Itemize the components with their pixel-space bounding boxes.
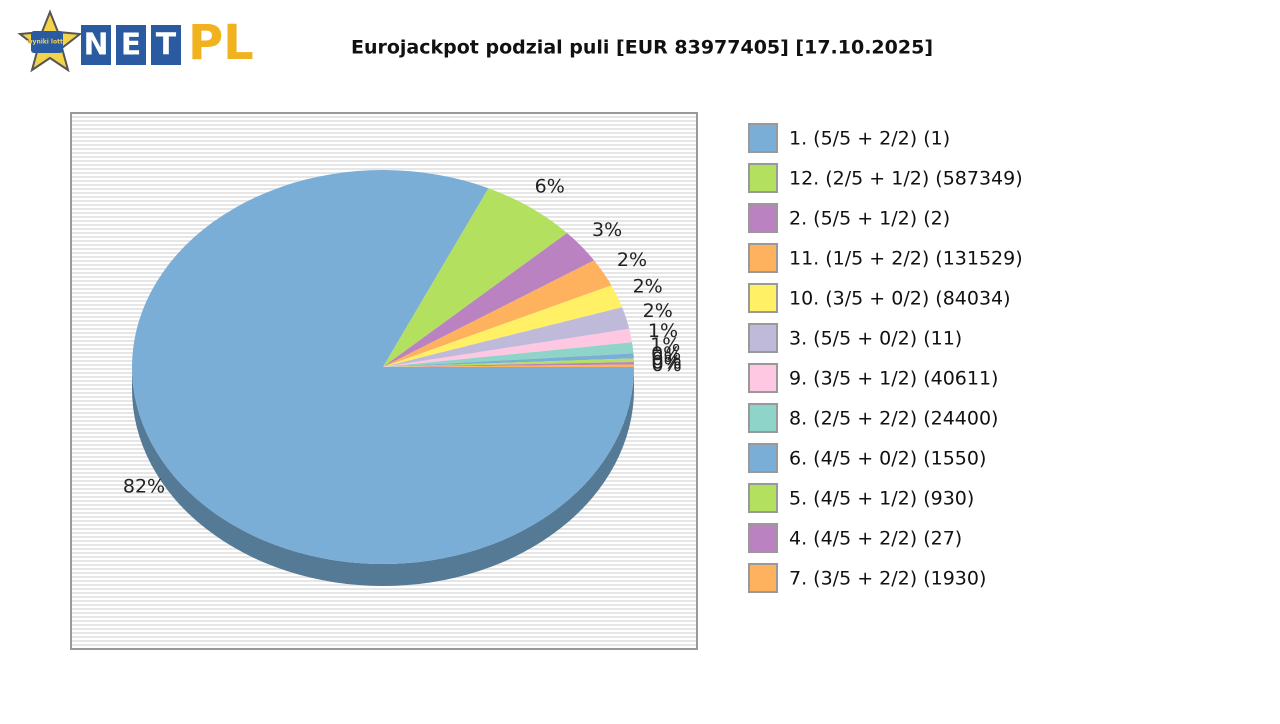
- legend-swatch: [748, 523, 778, 553]
- slice: [383, 233, 595, 367]
- data-label: 2%: [633, 276, 663, 298]
- legend-swatch: [748, 483, 778, 513]
- legend-swatch: [748, 163, 778, 193]
- logo-badge: [31, 31, 63, 53]
- data-label: 0%: [652, 351, 682, 373]
- logo-suffix: PL: [188, 15, 254, 71]
- data-label: 0%: [652, 354, 682, 376]
- logo-box: [81, 25, 111, 65]
- data-label: 1%: [648, 320, 678, 342]
- legend-swatch: [748, 283, 778, 313]
- logo-letter: N: [83, 28, 108, 63]
- legend-swatch: [748, 123, 778, 153]
- logo-letter: E: [121, 28, 142, 63]
- legend-label: 10. (3/5 + 0/2) (84034): [789, 288, 1011, 310]
- legend-label: 9. (3/5 + 1/2) (40611): [789, 368, 998, 390]
- legend-label: 8. (2/5 + 2/2) (24400): [789, 408, 998, 430]
- legend-label: 3. (5/5 + 0/2) (11): [789, 328, 962, 350]
- slice: [383, 328, 633, 367]
- logo: wyniki lotto N E T PL: [17, 9, 254, 73]
- legend-label: 11. (1/5 + 2/2) (131529): [789, 248, 1023, 270]
- legend-swatch: [748, 323, 778, 353]
- legend-label: 7. (3/5 + 2/2) (1930): [789, 568, 986, 590]
- legend-label: 2. (5/5 + 1/2) (2): [789, 208, 950, 230]
- slice: [383, 307, 630, 367]
- legend-label: 6. (4/5 + 0/2) (1550): [789, 448, 986, 470]
- slice: [383, 358, 634, 367]
- data-label: 3%: [592, 219, 622, 241]
- data-label: 0%: [651, 348, 681, 370]
- data-label: 2%: [617, 249, 647, 271]
- data-label: 2%: [643, 300, 673, 322]
- legend-swatch: [748, 403, 778, 433]
- data-label: 6%: [535, 175, 565, 197]
- legend-label: 5. (4/5 + 1/2) (930): [789, 488, 974, 510]
- legend-swatch: [748, 243, 778, 273]
- legend-swatch: [748, 363, 778, 393]
- slice: [383, 188, 568, 367]
- data-label: 0%: [651, 343, 681, 365]
- legend-label: 1. (5/5 + 2/2) (1): [789, 128, 950, 150]
- data-label: 1%: [650, 334, 680, 356]
- slice: [383, 260, 612, 367]
- logo-badge-text: wyniki lotto: [27, 39, 67, 46]
- logo-letter: T: [156, 28, 177, 63]
- legend-label: 4. (4/5 + 2/2) (27): [789, 528, 962, 550]
- slice: [383, 362, 634, 367]
- legend-swatch: [748, 203, 778, 233]
- logo-box: [116, 25, 146, 65]
- slice: [383, 353, 634, 367]
- slice: [383, 285, 623, 367]
- slice: [383, 342, 634, 367]
- logo-box: [151, 25, 181, 65]
- legend-swatch: [748, 563, 778, 593]
- data-label: 82%: [123, 475, 165, 497]
- chart-title: Eurojackpot podzial puli [EUR 83977405] …: [351, 37, 933, 59]
- legend-swatch: [748, 443, 778, 473]
- legend-label: 12. (2/5 + 1/2) (587349): [789, 168, 1023, 190]
- slice: [383, 364, 634, 367]
- slice: [132, 169, 634, 564]
